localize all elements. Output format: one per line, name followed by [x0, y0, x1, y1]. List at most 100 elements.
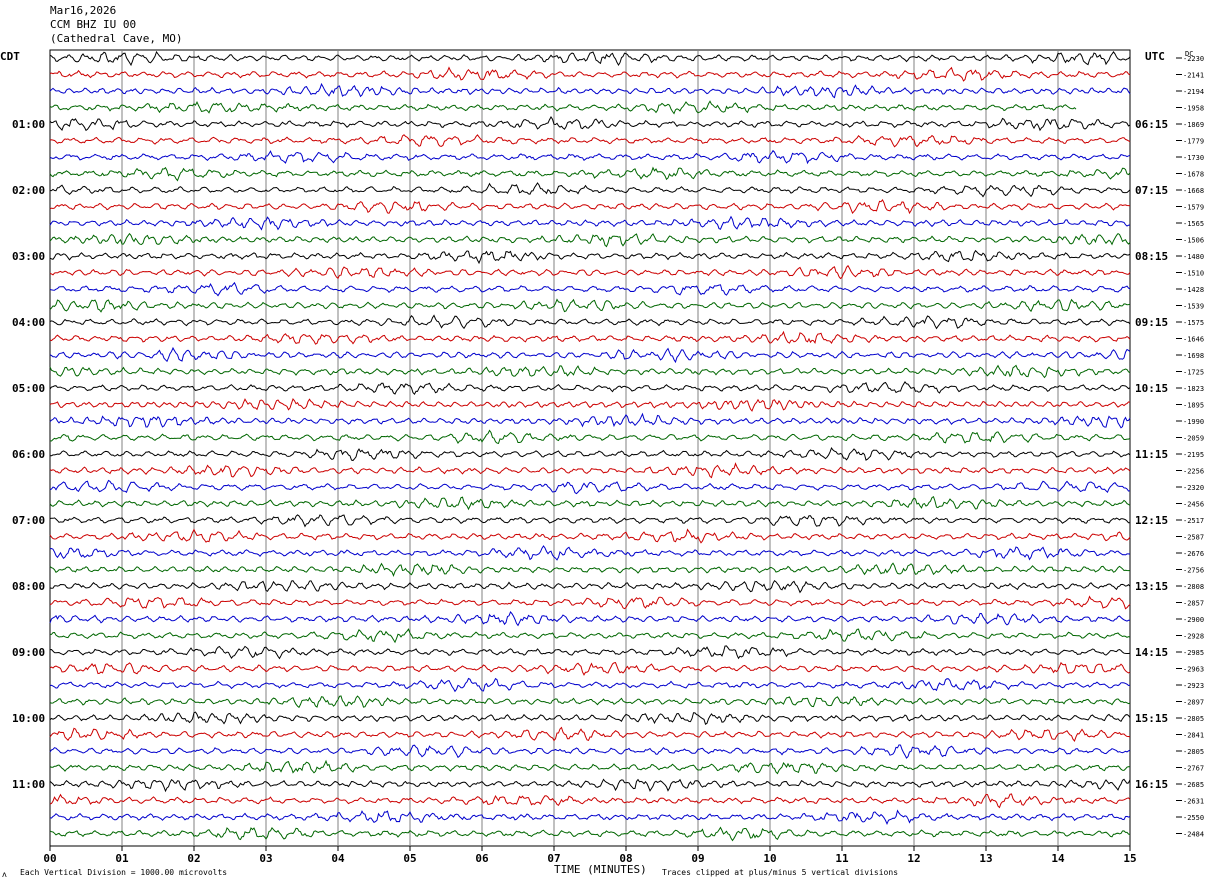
trace-line [49, 759, 1131, 775]
dc-offset-label: -2685 [1183, 781, 1204, 789]
trace-line [49, 661, 1131, 676]
utc-hour-label: 14:15 [1135, 646, 1168, 659]
corner-mark: ʌ [2, 870, 7, 879]
utc-hour-label: 16:15 [1135, 778, 1168, 791]
plot-frame [49, 49, 1131, 847]
dc-offset-label: -1579 [1183, 204, 1204, 212]
trace-line [49, 726, 1131, 742]
trace-line [49, 346, 1131, 364]
x-tick-label: 06 [475, 852, 489, 865]
cdt-axis-label: CDT [0, 50, 20, 63]
station-label: CCM BHZ IU 00 [50, 18, 137, 31]
trace-line [49, 264, 1131, 280]
x-tick-label: 03 [259, 852, 272, 865]
dc-offset-label: -1895 [1183, 402, 1204, 410]
cdt-hour-label: 03:00 [12, 250, 45, 263]
trace-line [49, 298, 1131, 313]
dc-offset-label: -1510 [1183, 270, 1204, 278]
cdt-hour-label: 01:00 [12, 118, 45, 131]
dc-offset-label: -2059 [1183, 435, 1204, 443]
dc-offset-label: -1428 [1183, 286, 1204, 294]
clip-note: Traces clipped at plus/minus 5 vertical … [662, 868, 899, 877]
dc-offset-label: -2195 [1183, 451, 1204, 459]
dc-offset-label: -2194 [1183, 88, 1204, 96]
trace-line [49, 199, 1131, 215]
dc-offset-label: -1668 [1183, 187, 1204, 195]
cdt-hour-label: 06:00 [12, 448, 45, 461]
trace-line [49, 381, 1131, 396]
utc-hour-label: 09:15 [1135, 316, 1168, 329]
trace-line [49, 364, 1131, 379]
dc-offset-label: -1725 [1183, 369, 1204, 377]
utc-hour-label: 13:15 [1135, 580, 1168, 593]
x-axis-title: TIME (MINUTES) [554, 863, 647, 876]
utc-hour-label: 15:15 [1135, 712, 1168, 725]
dc-offset-label: -1506 [1183, 237, 1204, 245]
trace-line [49, 495, 1131, 511]
dc-offset-label: -2756 [1183, 567, 1204, 575]
cdt-hour-label: 04:00 [12, 316, 45, 329]
trace-line [49, 514, 1130, 528]
trace-line [49, 562, 1131, 577]
trace-line [49, 398, 1131, 412]
utc-hour-label: 12:15 [1135, 514, 1168, 527]
dc-offset-label: -1958 [1183, 105, 1204, 113]
dc-offset-label: -2857 [1183, 600, 1204, 608]
dc-offset-label: -2808 [1183, 583, 1204, 591]
trace-line [49, 116, 1131, 132]
trace-line [49, 249, 1131, 265]
cdt-hour-label: 07:00 [12, 514, 45, 527]
trace-line [49, 645, 1131, 660]
cdt-hour-label: 11:00 [12, 778, 45, 791]
trace-line [49, 330, 1131, 345]
x-tick-label: 00 [43, 852, 56, 865]
dc-offset-label: -1575 [1183, 319, 1204, 327]
x-tick-label: 13 [979, 852, 992, 865]
trace-line [49, 232, 1131, 248]
x-tick-label: 05 [403, 852, 416, 865]
x-tick-label: 04 [331, 852, 345, 865]
trace-line [49, 711, 1131, 725]
dc-offset-label: -1779 [1183, 138, 1204, 146]
trace-line [49, 100, 1077, 115]
cdt-hour-label: 10:00 [12, 712, 45, 725]
cdt-hour-label: 02:00 [12, 184, 45, 197]
x-tick-label: 01 [115, 852, 129, 865]
trace-line [49, 66, 1131, 82]
x-tick-label: 02 [187, 852, 200, 865]
dc-offset-label: -2900 [1183, 616, 1204, 624]
x-tick-label: 09 [691, 852, 704, 865]
dc-offset-label: -2256 [1183, 468, 1204, 476]
trace-line [49, 744, 1131, 759]
x-tick-label: 11 [835, 852, 849, 865]
trace-line [49, 215, 1131, 231]
trace-line [49, 134, 1131, 148]
dc-offset-label: -2484 [1183, 831, 1204, 839]
trace-line [50, 446, 1131, 462]
dc-offset-label: -2923 [1183, 682, 1204, 690]
trace-line [49, 809, 1131, 826]
x-tick-label: 12 [907, 852, 920, 865]
dc-offset-label: -2230 [1183, 55, 1204, 63]
dc-offset-label: -1539 [1183, 303, 1204, 311]
trace-line [49, 826, 1131, 842]
trace-line [49, 281, 1131, 297]
dc-offset-label: -1823 [1183, 385, 1204, 393]
dc-offset-label: -2841 [1183, 732, 1204, 740]
dc-offset-label: -1480 [1183, 253, 1204, 261]
trace-line [49, 579, 1131, 594]
trace-line [49, 695, 1131, 709]
dc-label: DC [1185, 50, 1194, 58]
trace-line [50, 628, 1131, 644]
cdt-hour-label: 09:00 [12, 646, 45, 659]
trace-line [50, 182, 1131, 198]
x-tick-label: 10 [763, 852, 776, 865]
date-label: Mar16,2026 [50, 4, 117, 17]
dc-offset-label: -2456 [1183, 501, 1204, 509]
dc-offset-label: -2805 [1183, 715, 1204, 723]
trace-line [49, 149, 1131, 165]
location-label: (Cathedral Cave, MO) [50, 32, 183, 45]
dc-offset-label: -2985 [1183, 649, 1204, 657]
trace-line [49, 50, 1131, 67]
